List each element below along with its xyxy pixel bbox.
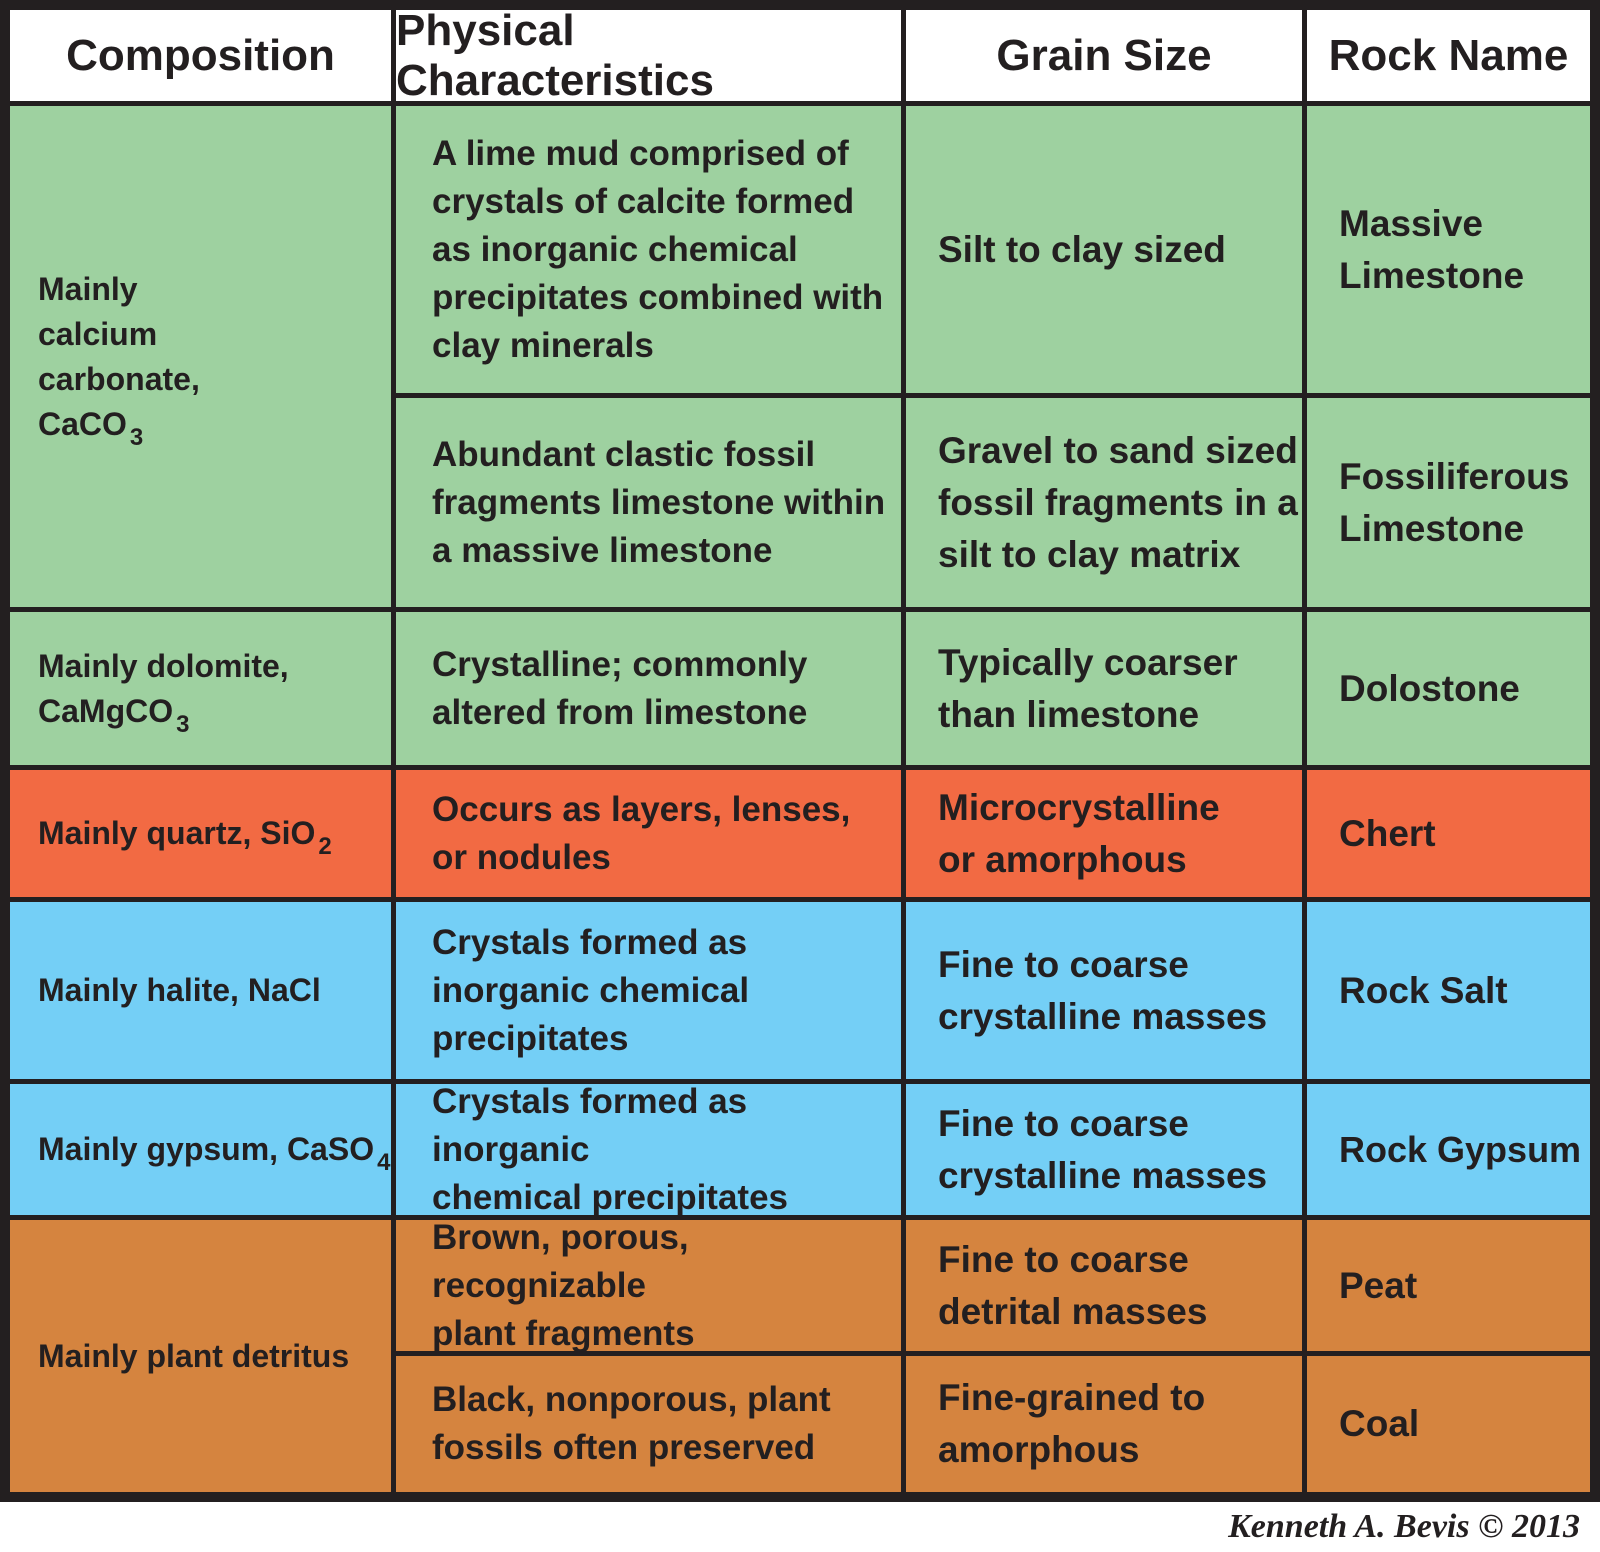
composition-quartz: Mainly quartz, SiO 2 xyxy=(10,770,391,897)
composition-calcium-carbonate: Mainly calcium carbonate, CaCO 3 xyxy=(10,106,391,607)
header-rock-name-label: Rock Name xyxy=(1328,30,1569,80)
rock-name-coal-text: Coal xyxy=(1339,1403,1420,1444)
grain-massive-text: Silt to clay sized xyxy=(938,228,1226,270)
physical-coal: Black, nonporous, plant fossils often pr… xyxy=(396,1356,901,1492)
grain-rock-salt-text: Fine to coarse crystalline masses xyxy=(938,943,1268,1037)
rock-name-rock-salt: Rock Salt xyxy=(1307,902,1590,1079)
physical-dolostone-text: Crystalline; commonly altered from limes… xyxy=(432,644,808,732)
grain-massive-limestone: Silt to clay sized xyxy=(906,106,1302,393)
physical-chert: Occurs as layers, lenses, or nodules xyxy=(396,770,901,897)
physical-chert-text: Occurs as layers, lenses, or nodules xyxy=(432,789,851,877)
grain-dolostone-text: Typically coarser than limestone xyxy=(938,641,1238,735)
copyright-credit: Kenneth A. Bevis © 2013 xyxy=(1228,1508,1580,1545)
rock-name-peat: Peat xyxy=(1307,1220,1590,1351)
physical-rock-gypsum: Crystals formed as inorganic chemical pr… xyxy=(396,1084,901,1215)
header-composition: Composition xyxy=(10,10,391,101)
physical-peat: Brown, porous, recognizable plant fragme… xyxy=(396,1220,901,1351)
grain-coal: Fine-grained to amorphous xyxy=(906,1356,1302,1492)
composition-halite-text: Mainly halite, NaCl xyxy=(38,972,321,1008)
physical-fossiliferous-limestone: Abundant clastic fossil fragments limest… xyxy=(396,398,901,607)
physical-massive-text: A lime mud comprised of crystals of calc… xyxy=(432,133,884,365)
header-composition-label: Composition xyxy=(66,30,335,80)
rock-name-peat-text: Peat xyxy=(1339,1264,1418,1306)
header-grain-size: Grain Size xyxy=(906,10,1302,101)
composition-plant-text: Mainly plant detritus xyxy=(38,1337,350,1374)
physical-rock-salt-text: Crystals formed as inorganic chemical pr… xyxy=(432,922,750,1058)
header-grain-label: Grain Size xyxy=(996,30,1212,80)
rock-name-chert: Chert xyxy=(1307,770,1590,897)
grain-rock-salt: Fine to coarse crystalline masses xyxy=(906,902,1302,1079)
physical-massive-limestone: A lime mud comprised of crystals of calc… xyxy=(396,106,901,393)
physical-dolostone: Crystalline; commonly altered from limes… xyxy=(396,612,901,765)
rock-name-fossiliferous-limestone: Fossiliferous Limestone xyxy=(1307,398,1590,607)
grain-coal-text: Fine-grained to amorphous xyxy=(938,1377,1206,1470)
physical-peat-text: Brown, porous, recognizable plant fragme… xyxy=(432,1220,695,1351)
rock-name-rock-gypsum-text: Rock Gypsum xyxy=(1339,1128,1582,1170)
composition-quartz-text: Mainly quartz, SiO 2 xyxy=(38,815,332,860)
composition-gypsum-text: Mainly gypsum, CaSO 4 xyxy=(38,1131,391,1176)
physical-rock-gypsum-text: Crystals formed as inorganic chemical pr… xyxy=(432,1084,788,1215)
grain-chert: Microcrystalline or amorphous xyxy=(906,770,1302,897)
header-rock-name: Rock Name xyxy=(1307,10,1590,101)
rock-name-fossil-text: Fossiliferous Limestone xyxy=(1339,455,1570,549)
rock-name-rock-gypsum: Rock Gypsum xyxy=(1307,1084,1590,1215)
physical-fossil-text: Abundant clastic fossil fragments limest… xyxy=(432,434,886,570)
rock-name-chert-text: Chert xyxy=(1339,812,1436,854)
grain-rock-gypsum: Fine to coarse crystalline masses xyxy=(906,1084,1302,1215)
physical-rock-salt: Crystals formed as inorganic chemical pr… xyxy=(396,902,901,1079)
grain-rock-gypsum-text: Fine to coarse crystalline masses xyxy=(938,1102,1268,1196)
composition-calcium-text: Mainly calcium carbonate, CaCO 3 xyxy=(38,270,200,451)
composition-gypsum: Mainly gypsum, CaSO 4 xyxy=(10,1084,391,1215)
composition-dolomite: Mainly dolomite, CaMgCO 3 xyxy=(10,612,391,765)
header-physical-characteristics: Physical Characteristics xyxy=(396,10,901,101)
grain-peat-text: Fine to coarse detrital masses xyxy=(938,1238,1208,1332)
rock-name-coal: Coal xyxy=(1307,1356,1590,1492)
grain-chert-text: Microcrystalline or amorphous xyxy=(938,786,1220,880)
header-physical-label: Physical Characteristics xyxy=(396,10,714,101)
physical-coal-text: Black, nonporous, plant fossils often pr… xyxy=(432,1380,831,1467)
composition-dolomite-text: Mainly dolomite, CaMgCO 3 xyxy=(38,647,289,738)
grain-fossiliferous-limestone: Gravel to sand sized fossil fragments in… xyxy=(906,398,1302,607)
grain-dolostone: Typically coarser than limestone xyxy=(906,612,1302,765)
rock-classification-table: Composition Physical Characteristics Gra… xyxy=(0,0,1600,1502)
rock-name-rock-salt-text: Rock Salt xyxy=(1339,969,1508,1011)
grain-fossil-text: Gravel to sand sized fossil fragments in… xyxy=(938,429,1298,575)
rock-name-dolostone-text: Dolostone xyxy=(1339,667,1520,709)
grain-peat: Fine to coarse detrital masses xyxy=(906,1220,1302,1351)
rock-name-massive-limestone: Massive Limestone xyxy=(1307,106,1590,393)
rock-name-massive-text: Massive Limestone xyxy=(1339,202,1525,296)
rock-name-dolostone: Dolostone xyxy=(1307,612,1590,765)
composition-plant-detritus: Mainly plant detritus xyxy=(10,1220,391,1492)
composition-halite: Mainly halite, NaCl xyxy=(10,902,391,1079)
